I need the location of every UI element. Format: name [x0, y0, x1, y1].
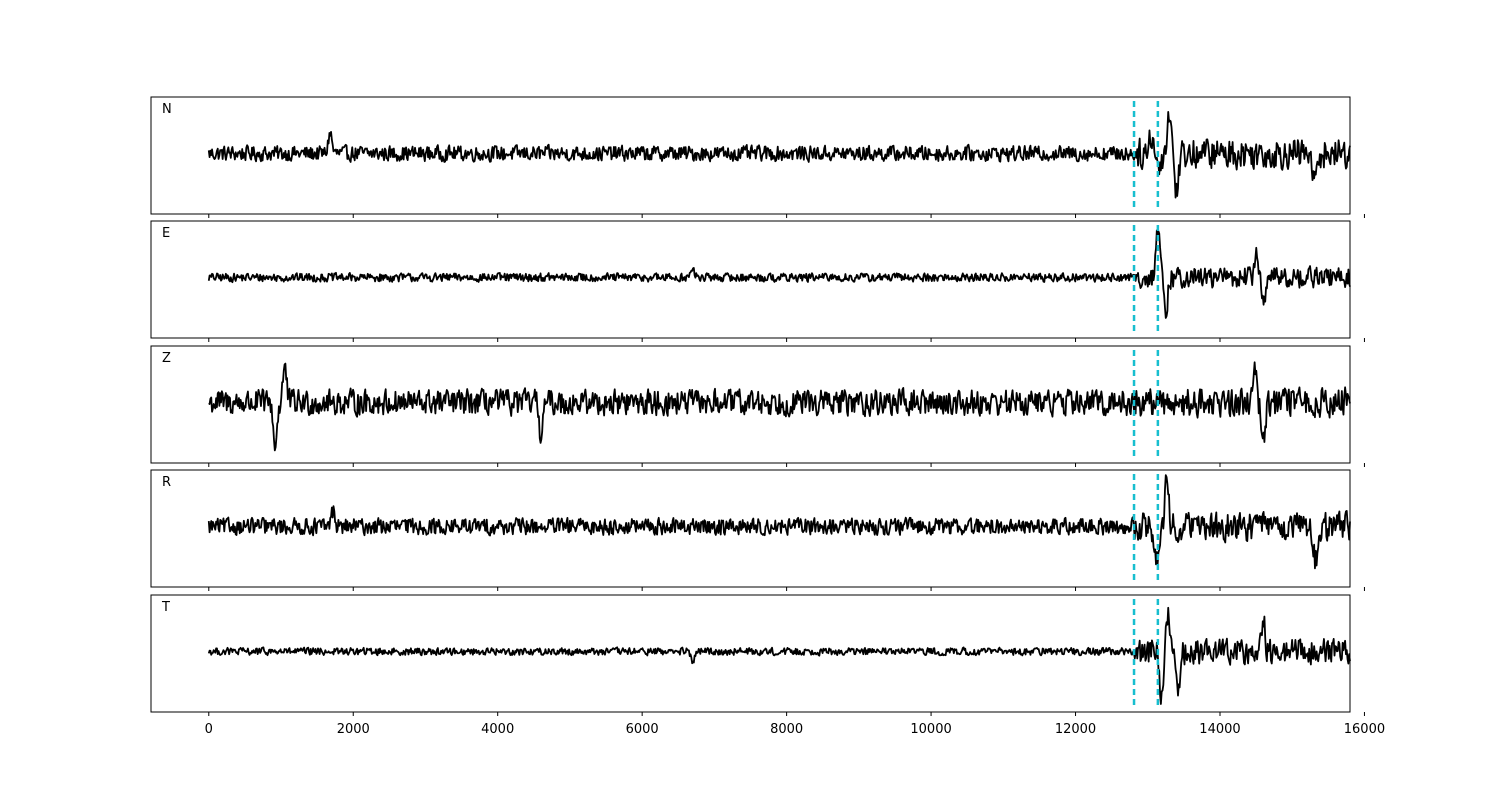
trace-z: [208, 361, 1351, 452]
trace-t: [207, 606, 1351, 705]
x-tick-label: 8000: [770, 722, 803, 737]
channel-label-n: N: [162, 102, 172, 117]
channel-label-r: R: [162, 475, 171, 490]
channel-panel-n: N: [150, 96, 1365, 218]
channel-panel-r: R: [150, 469, 1365, 591]
channel-panel-t: T: [150, 594, 1365, 716]
x-tick-label: 16000: [1344, 722, 1385, 737]
trace-e: [207, 229, 1351, 319]
x-tick-label: 2000: [337, 722, 370, 737]
panel-frame: [150, 594, 1351, 713]
panel-frame: [150, 96, 1351, 215]
panel-frame: [150, 345, 1351, 464]
x-tick-label: 12000: [1055, 722, 1096, 737]
channel-panel-z: Z: [150, 345, 1365, 467]
trace-r: [207, 474, 1351, 570]
channel-panel-e: E: [150, 220, 1365, 342]
channel-label-e: E: [162, 226, 170, 241]
x-tick-label: 0: [205, 722, 213, 737]
x-tick-label: 10000: [910, 722, 951, 737]
channel-label-z: Z: [162, 351, 171, 366]
channel-label-t: T: [161, 600, 170, 615]
x-axis: 0 2000 4000 6000 8000 10000 12000 14000 16000: [205, 722, 1385, 737]
channel-panels: N E Z R T: [150, 96, 1365, 716]
panel-frame: [150, 220, 1351, 339]
x-tick-label: 4000: [481, 722, 514, 737]
x-tick-label: 6000: [626, 722, 659, 737]
trace-n: [207, 111, 1351, 199]
x-tick-label: 14000: [1199, 722, 1240, 737]
